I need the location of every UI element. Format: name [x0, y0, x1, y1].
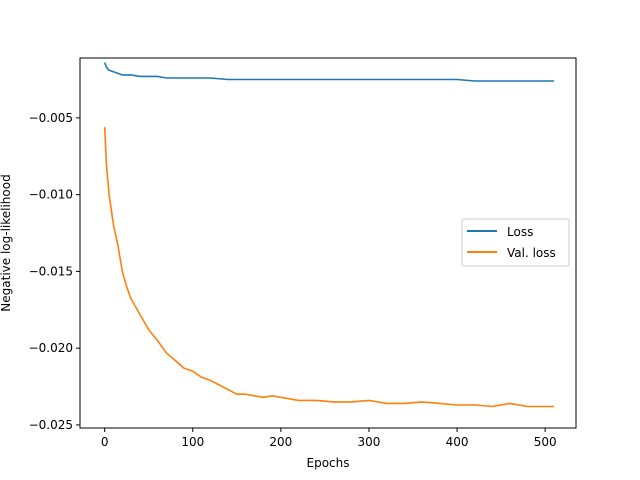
x-axis: 0 100 200 300 400 500 [101, 428, 557, 449]
x-tick-label: 500 [534, 435, 557, 449]
y-tick-label: −0.015 [29, 264, 73, 278]
x-tick-label: 0 [101, 435, 109, 449]
x-axis-label: Epochs [307, 456, 350, 470]
y-axis-label: Negative log-likelihood [0, 174, 13, 311]
series-layer [103, 62, 554, 408]
x-tick-label: 200 [269, 435, 292, 449]
series-line-val-loss [103, 127, 554, 408]
y-tick-label: −0.005 [29, 111, 73, 125]
x-tick-label: 300 [358, 435, 381, 449]
legend-label-loss: Loss [507, 225, 533, 239]
y-tick-label: −0.020 [29, 341, 73, 355]
legend-label-val-loss: Val. loss [507, 246, 556, 260]
legend: Loss Val. loss [461, 218, 570, 267]
y-axis: −0.025 −0.020 −0.015 −0.010 −0.005 [29, 111, 80, 432]
y-tick-label: −0.010 [29, 188, 73, 202]
x-tick-label: 100 [181, 435, 204, 449]
x-tick-label: 400 [446, 435, 469, 449]
y-tick-label: −0.025 [29, 418, 73, 432]
plot-frame [79, 57, 577, 429]
series-line-loss [103, 62, 554, 82]
